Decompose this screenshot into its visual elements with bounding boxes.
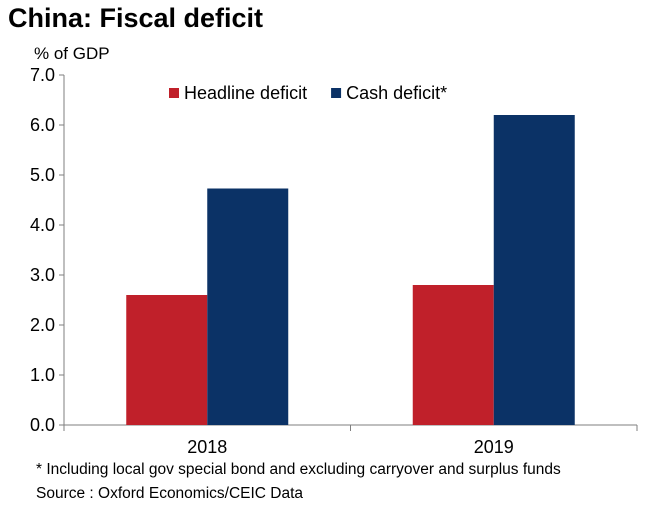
bar-cash-deficit-2019 xyxy=(493,115,575,425)
bar-cash-deficit-2018 xyxy=(207,188,289,425)
legend-label: Cash deficit* xyxy=(346,83,447,103)
legend-swatch xyxy=(331,88,342,98)
bars xyxy=(126,115,575,425)
y-tick-label: 2.0 xyxy=(30,315,55,335)
y-tick-label: 0.0 xyxy=(30,415,55,435)
legend-swatch xyxy=(169,88,179,98)
bar-headline-deficit-2019 xyxy=(412,285,494,425)
y-tick-label: 1.0 xyxy=(30,365,55,385)
y-tick-label: 4.0 xyxy=(30,215,55,235)
y-tick-label: 7.0 xyxy=(30,65,55,85)
y-tick-label: 3.0 xyxy=(30,265,55,285)
x-tick-label: 2019 xyxy=(474,437,514,457)
chart-title: China: Fiscal deficit xyxy=(8,3,264,33)
legend: Headline deficit Cash deficit* xyxy=(169,83,447,103)
source-note: Source : Oxford Economics/CEIC Data xyxy=(36,485,304,502)
y-tick-label: 6.0 xyxy=(30,115,55,135)
bar-headline-deficit-2018 xyxy=(126,295,208,425)
x-tick-label: 2018 xyxy=(187,437,227,457)
y-tick-label: 5.0 xyxy=(30,165,55,185)
y-axis-label: % of GDP xyxy=(34,44,110,63)
footnote: * Including local gov special bond and e… xyxy=(36,461,561,478)
legend-label: Headline deficit xyxy=(184,83,307,103)
axes: 0.0 1.0 2.0 3.0 4.0 5.0 6.0 7.0 2018 2019 xyxy=(30,65,638,457)
